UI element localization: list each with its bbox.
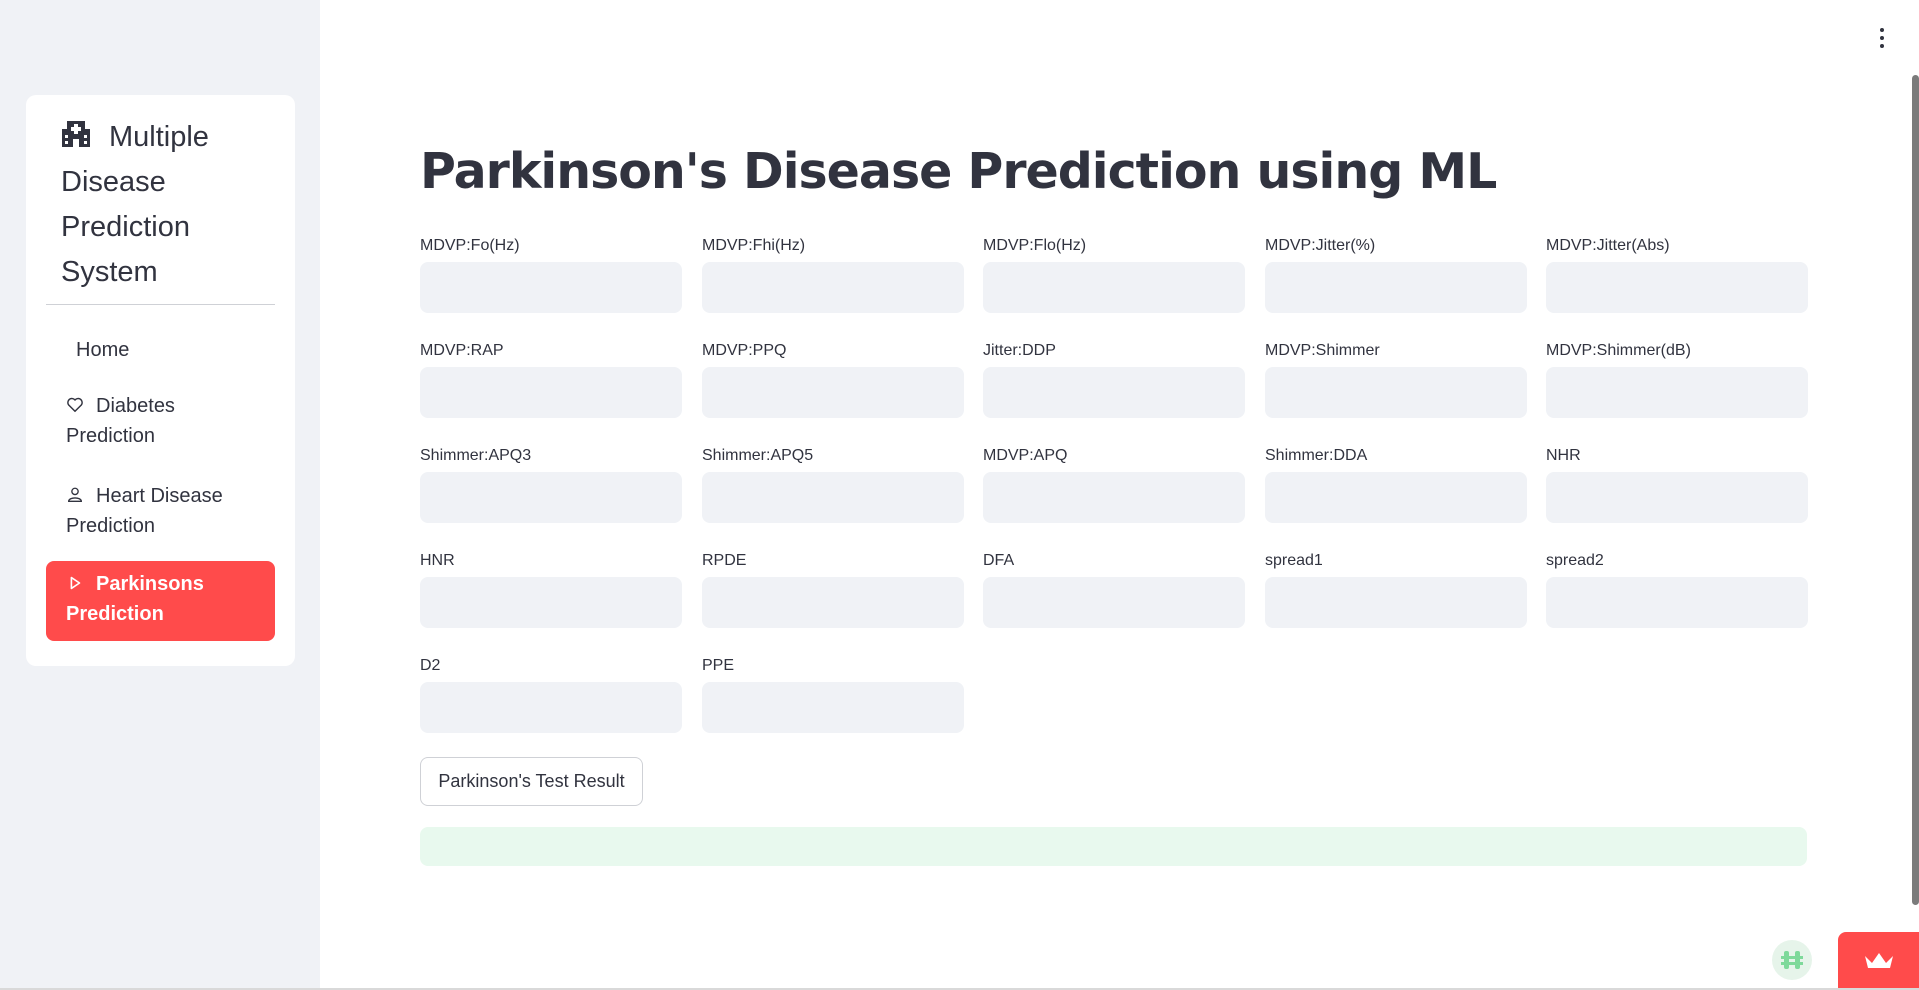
input-field: MDVP:Jitter(%) <box>1265 236 1527 313</box>
field-label: HNR <box>420 552 455 569</box>
text-input[interactable] <box>1265 577 1527 628</box>
text-input[interactable] <box>983 472 1245 523</box>
play-icon <box>70 576 81 590</box>
field-label: MDVP:PPQ <box>702 342 787 359</box>
field-label: spread1 <box>1265 552 1323 569</box>
nav-item-home[interactable]: Home <box>46 331 275 371</box>
text-input[interactable] <box>1546 367 1808 418</box>
field-label: MDVP:Flo(Hz) <box>983 237 1087 254</box>
app-title-text: Multiple Disease Prediction System <box>61 121 209 288</box>
nav-item-label: Diabetes Prediction <box>66 395 175 447</box>
field-label: PPE <box>702 657 735 674</box>
text-input[interactable] <box>420 367 682 418</box>
input-field: Jitter:DDP <box>983 341 1245 418</box>
text-input[interactable] <box>420 262 682 313</box>
input-field: HNR <box>420 551 682 628</box>
text-input[interactable] <box>702 682 964 733</box>
input-field: Shimmer:DDA <box>1265 446 1527 523</box>
bug-icon[interactable] <box>1772 940 1812 980</box>
field-label: MDVP:Fo(Hz) <box>420 237 520 254</box>
field-label: spread2 <box>1546 552 1604 569</box>
nav-divider <box>46 304 275 305</box>
text-input[interactable] <box>1546 262 1808 313</box>
input-field: MDVP:Jitter(Abs) <box>1546 236 1808 313</box>
nav-item-parkinsons[interactable]: Parkinsons Prediction <box>46 561 275 641</box>
text-input[interactable] <box>983 577 1245 628</box>
input-field: MDVP:RAP <box>420 341 682 418</box>
field-label: RPDE <box>702 552 747 569</box>
field-label: Shimmer:DDA <box>1265 447 1368 464</box>
main-menu-icon[interactable] <box>1879 28 1885 48</box>
nav-item-diabetes[interactable]: Diabetes Prediction <box>46 391 275 455</box>
bug-icon-glyph <box>1781 951 1803 969</box>
text-input[interactable] <box>702 367 964 418</box>
nav-item-label: Home <box>76 339 130 361</box>
input-field: Shimmer:APQ5 <box>702 446 964 523</box>
input-field: MDVP:Fo(Hz) <box>420 236 682 313</box>
text-input[interactable] <box>1546 472 1808 523</box>
nav-item-heart-disease[interactable]: Heart Disease Prediction <box>46 481 275 545</box>
input-field: PPE <box>702 656 964 733</box>
scrollbar[interactable] <box>1912 75 1919 905</box>
input-field: MDVP:Shimmer(dB) <box>1546 341 1808 418</box>
nav-item-label: Heart Disease Prediction <box>66 485 223 537</box>
sidebar: Multiple Disease Prediction System Home … <box>0 0 320 988</box>
input-field: NHR <box>1546 446 1808 523</box>
text-input[interactable] <box>983 367 1245 418</box>
field-label: MDVP:Jitter(%) <box>1265 237 1376 254</box>
input-field: Shimmer:APQ3 <box>420 446 682 523</box>
text-input[interactable] <box>420 682 682 733</box>
crown-icon[interactable] <box>1838 932 1919 990</box>
field-label: MDVP:Jitter(Abs) <box>1546 237 1670 254</box>
nav-menu: Multiple Disease Prediction System Home … <box>26 95 295 666</box>
text-input[interactable] <box>420 472 682 523</box>
text-input[interactable] <box>1546 577 1808 628</box>
input-field: MDVP:Fhi(Hz) <box>702 236 964 313</box>
text-input[interactable] <box>702 577 964 628</box>
heart-icon <box>67 397 83 413</box>
person-icon <box>68 487 82 502</box>
text-input[interactable] <box>1265 367 1527 418</box>
field-label: MDVP:Shimmer <box>1265 342 1380 359</box>
field-label: MDVP:Shimmer(dB) <box>1546 342 1691 359</box>
field-label: MDVP:RAP <box>420 342 504 359</box>
input-field: MDVP:Flo(Hz) <box>983 236 1245 313</box>
field-label: Shimmer:APQ3 <box>420 447 532 464</box>
hospital-icon <box>62 121 90 147</box>
input-field: spread2 <box>1546 551 1808 628</box>
input-field: RPDE <box>702 551 964 628</box>
text-input[interactable] <box>1265 262 1527 313</box>
field-label: Shimmer:APQ5 <box>702 447 814 464</box>
bottom-border <box>0 988 1919 990</box>
result-message <box>420 827 1807 866</box>
app-title: Multiple Disease Prediction System <box>61 115 281 295</box>
input-field: MDVP:PPQ <box>702 341 964 418</box>
field-label: D2 <box>420 657 441 674</box>
field-label: MDVP:APQ <box>983 447 1068 464</box>
input-field: MDVP:APQ <box>983 446 1245 523</box>
test-result-button[interactable]: Parkinson's Test Result <box>420 757 643 806</box>
text-input[interactable] <box>420 577 682 628</box>
text-input[interactable] <box>702 472 964 523</box>
text-input[interactable] <box>702 262 964 313</box>
crown-icon-glyph <box>1864 953 1893 968</box>
input-field: spread1 <box>1265 551 1527 628</box>
input-field: D2 <box>420 656 682 733</box>
text-input[interactable] <box>983 262 1245 313</box>
field-label: Jitter:DDP <box>983 342 1056 359</box>
page-title: Parkinson's Disease Prediction using ML <box>420 143 1497 200</box>
input-field: DFA <box>983 551 1245 628</box>
field-label: MDVP:Fhi(Hz) <box>702 237 806 254</box>
field-label: NHR <box>1546 447 1581 464</box>
nav-item-label: Parkinsons Prediction <box>66 573 204 625</box>
input-field: MDVP:Shimmer <box>1265 341 1527 418</box>
text-input[interactable] <box>1265 472 1527 523</box>
field-label: DFA <box>983 552 1015 569</box>
